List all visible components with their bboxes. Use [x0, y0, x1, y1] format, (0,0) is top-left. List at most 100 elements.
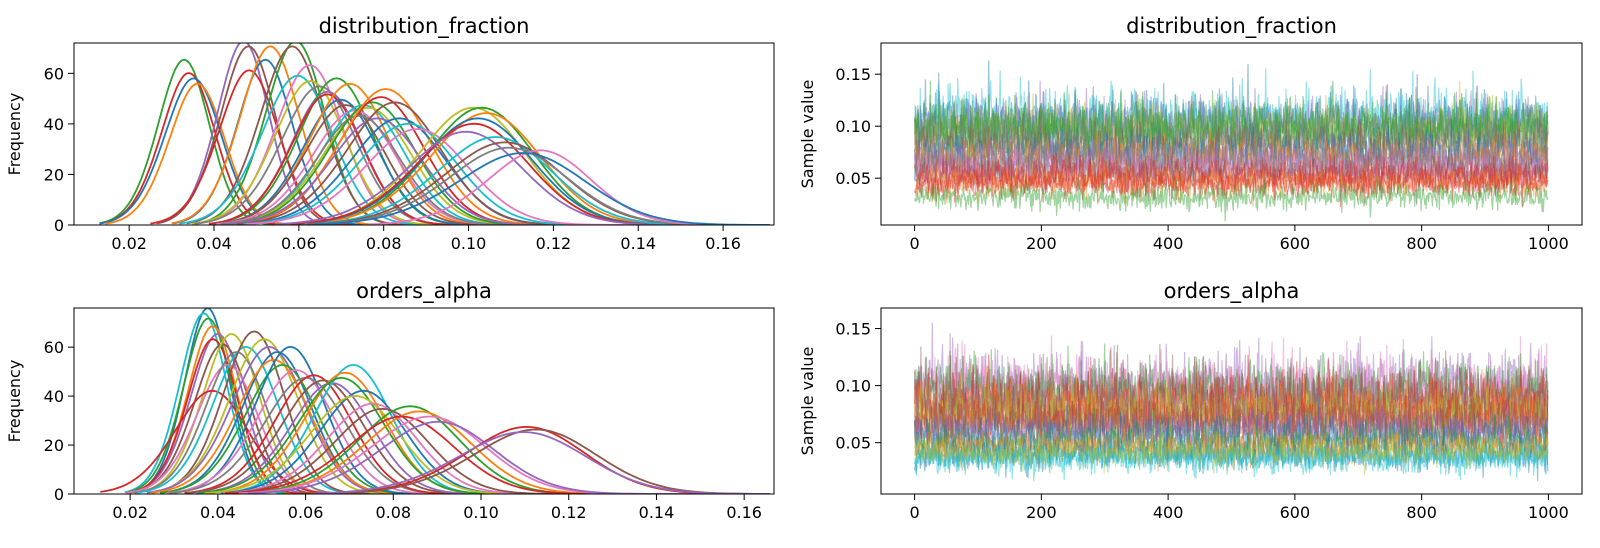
trace-line [914, 102, 1549, 181]
trace-line [914, 372, 1549, 454]
x-tick-label: 400 [1153, 234, 1184, 253]
y-tick-label: 0.10 [835, 117, 871, 136]
y-tick-label: 0.15 [835, 65, 871, 84]
density-curve [312, 431, 770, 494]
y-tick-label: 0 [54, 216, 64, 235]
trace-line [914, 60, 1549, 172]
x-tick-label: 0.14 [620, 234, 656, 253]
axes-frame [73, 42, 775, 226]
trace-line [914, 423, 1549, 472]
x-tick-label: 600 [1280, 234, 1311, 253]
trace-line [914, 161, 1549, 208]
axes-frame [73, 307, 775, 495]
x-tick-label: 0.16 [726, 503, 762, 522]
trace-line [914, 369, 1549, 459]
y-tick-label: 20 [44, 436, 64, 455]
axis-ticks: 0 200 400 600 800 1000 0.05 0.10 0.15 [835, 65, 1568, 253]
trace-line [914, 80, 1549, 175]
x-tick-label: 0.16 [705, 234, 741, 253]
x-tick-label: 800 [1406, 503, 1437, 522]
trace-line [914, 154, 1549, 199]
x-tick-label: 1000 [1528, 234, 1569, 253]
trace-line [914, 68, 1549, 183]
trace-line [914, 116, 1549, 195]
panel-title: orders_alpha [356, 279, 492, 304]
trace-lines [914, 60, 1549, 222]
x-tick-label: 0.14 [639, 503, 675, 522]
trace-line [914, 393, 1549, 481]
y-axis-label: Frequency [5, 360, 24, 443]
trace-line [914, 395, 1549, 460]
x-tick-label: 0.04 [196, 234, 232, 253]
x-tick-label: 200 [1026, 234, 1057, 253]
trace-line [914, 343, 1549, 452]
y-tick-label: 40 [44, 387, 64, 406]
trace-line [914, 396, 1549, 466]
kde-orders-alpha-panel: orders_alpha Frequency 0.02 0.04 0.06 0.08 0… [5, 279, 775, 522]
x-tick-label: 200 [1026, 503, 1057, 522]
trace-line [914, 354, 1549, 459]
trace-line [914, 91, 1549, 173]
trace-line [914, 80, 1549, 178]
axes-frame [880, 42, 1583, 226]
x-tick-label: 400 [1153, 503, 1184, 522]
trace-line [914, 365, 1549, 467]
x-tick-label: 0.10 [463, 503, 499, 522]
y-tick-label: 0.05 [835, 169, 871, 188]
panel-title: distribution_fraction [1126, 14, 1337, 39]
trace-orders-alpha-panel: orders_alpha Sample value 0 200 400 600 800 1… [798, 279, 1583, 522]
trace-line [914, 147, 1549, 199]
axis-ticks: 0.02 0.04 0.06 0.08 0.10 0.12 0.14 0.16 0 20 40 60 [44, 338, 762, 522]
panel-title: orders_alpha [1164, 279, 1300, 304]
x-tick-label: 600 [1280, 503, 1311, 522]
y-tick-label: 40 [44, 115, 64, 134]
trace-line [914, 431, 1549, 477]
y-tick-label: 0.10 [835, 377, 871, 396]
trace-line [914, 160, 1549, 207]
x-tick-label: 0.12 [551, 503, 587, 522]
axis-ticks: 0.02 0.04 0.06 0.08 0.10 0.12 0.14 0.16 0 20 40 60 [44, 64, 741, 253]
trace-line [914, 373, 1549, 457]
y-tick-label: 0 [54, 485, 64, 504]
trace-line [914, 118, 1549, 193]
trace-line [914, 437, 1549, 482]
y-tick-label: 60 [44, 64, 64, 83]
x-tick-label: 1000 [1528, 503, 1569, 522]
trace-distribution-fraction-panel: distribution_fraction Sample value 0 200 4… [798, 14, 1583, 253]
trace-line [914, 428, 1549, 475]
axes-frame [880, 307, 1583, 495]
x-tick-label: 0.04 [200, 503, 236, 522]
kde-distribution-fraction-panel: distribution_fraction Frequency 0.02 0.04… [5, 14, 775, 253]
trace-line [914, 129, 1549, 192]
x-tick-label: 0.10 [451, 234, 487, 253]
x-tick-label: 800 [1406, 234, 1437, 253]
x-tick-label: 0.06 [288, 503, 324, 522]
trace-line [914, 140, 1549, 206]
trace-lines [914, 322, 1549, 482]
trace-line [914, 108, 1549, 182]
y-axis-label: Sample value [798, 80, 817, 189]
trace-line [914, 322, 1549, 441]
y-tick-label: 20 [44, 165, 64, 184]
x-tick-label: 0.02 [111, 234, 147, 253]
axis-ticks: 0 200 400 600 800 1000 0.05 0.10 0.15 [835, 320, 1568, 522]
trace-line [914, 343, 1549, 450]
panel-title: distribution_fraction [319, 14, 530, 39]
y-tick-label: 0.05 [835, 434, 871, 453]
x-tick-label: 0 [909, 234, 919, 253]
y-axis-label: Frequency [5, 93, 24, 176]
y-tick-label: 60 [44, 338, 64, 357]
x-tick-label: 0.02 [112, 503, 148, 522]
x-tick-label: 0.08 [375, 503, 411, 522]
trace-line [914, 335, 1549, 447]
x-tick-label: 0.06 [281, 234, 317, 253]
trace-line [914, 428, 1549, 479]
trace-line [914, 177, 1549, 222]
trace-line [914, 407, 1549, 473]
x-tick-label: 0.12 [536, 234, 572, 253]
x-tick-label: 0 [909, 503, 919, 522]
x-tick-label: 0.08 [366, 234, 402, 253]
trace-line [914, 138, 1549, 198]
